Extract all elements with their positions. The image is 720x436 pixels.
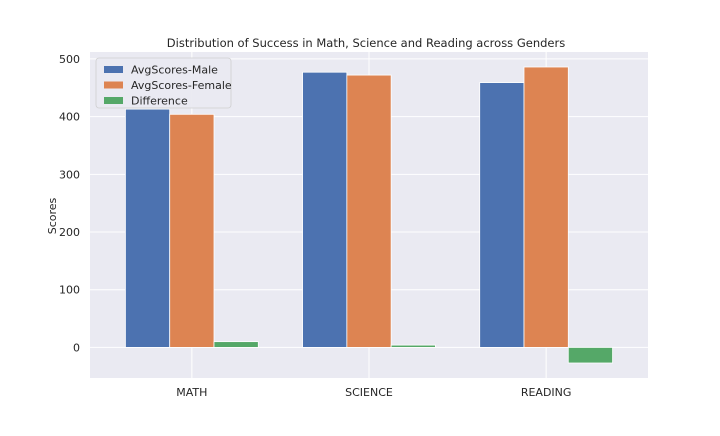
y-axis-label: Scores [46,197,59,234]
y-tick-label: 300 [59,168,80,181]
legend-swatch [104,81,123,89]
bar-avgscores-female-reading [523,66,569,348]
x-tick-label: READING [521,386,572,399]
bar-difference-science [390,344,436,348]
axis-ticks: 0 100 200 300 400 500 MATH SCIENCE READING [59,53,571,399]
legend: AvgScores-Male AvgScores-Female Difference [95,57,232,109]
x-tick-label: MATH [176,386,207,399]
chart-title: Distribution of Success in Math, Science… [167,36,565,50]
bar-avgscores-male-math [125,108,171,348]
legend-swatch [104,97,123,104]
legend-swatch [104,66,123,73]
x-tick-label: SCIENCE [345,386,393,399]
bar-difference-reading [567,347,613,364]
bar-avgscores-female-math [169,113,215,348]
bar-avgscores-male-reading [479,82,525,348]
y-tick-label: 500 [59,53,80,66]
bar-avgscores-female-science [346,74,392,348]
bar-avgscores-male-science [302,71,348,348]
legend-label: Difference [131,95,188,108]
legend-label: AvgScores-Female [131,79,232,92]
legend-box [95,57,232,109]
y-tick-label: 200 [59,226,80,239]
bars [125,66,613,364]
y-tick-label: 100 [59,284,80,297]
y-tick-label: 0 [73,341,80,354]
y-tick-label: 400 [59,111,80,124]
bar-difference-math [213,341,259,348]
legend-label: AvgScores-Male [131,64,218,77]
